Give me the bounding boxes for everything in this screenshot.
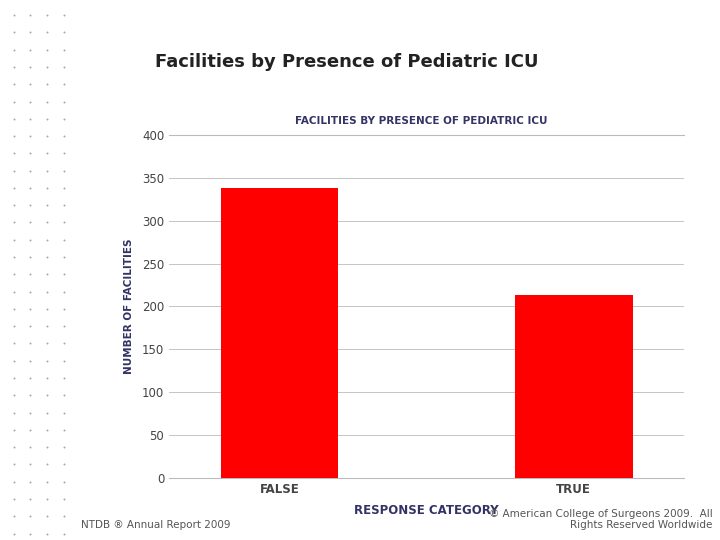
Bar — [515, 295, 633, 478]
X-axis label: RESPONSE CATEGORY: RESPONSE CATEGORY — [354, 504, 499, 517]
Text: Facilities by Presence of Pediatric ICU: Facilities by Presence of Pediatric ICU — [155, 53, 539, 71]
Text: 3: 3 — [107, 74, 114, 84]
Text: Figure: Figure — [92, 52, 128, 62]
Bar — [220, 188, 338, 478]
Y-axis label: NUMBER OF FACILITIES: NUMBER OF FACILITIES — [124, 239, 134, 374]
Text: NTDB ® Annual Report 2009: NTDB ® Annual Report 2009 — [81, 520, 230, 530]
Text: © American College of Surgeons 2009.  All
Rights Reserved Worldwide: © American College of Surgeons 2009. All… — [489, 509, 713, 530]
Text: FACILITIES BY PRESENCE OF PEDIATRIC ICU: FACILITIES BY PRESENCE OF PEDIATRIC ICU — [295, 117, 547, 126]
